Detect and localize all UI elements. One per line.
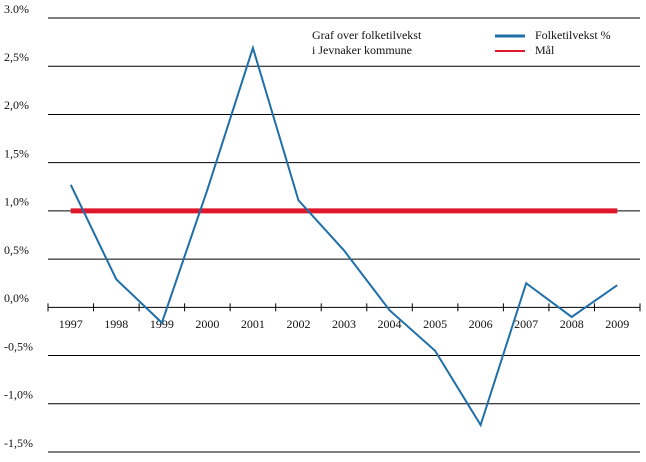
x-tick-label: 2005	[423, 317, 447, 331]
x-tick-label: 1997	[59, 317, 83, 331]
series-line	[69, 44, 618, 428]
y-tick-label: 3.0%	[4, 2, 29, 16]
legend-label: Mål	[535, 43, 555, 57]
x-tick-label: 2008	[560, 317, 584, 331]
x-tick-label: 2007	[514, 317, 538, 331]
y-tick-label: 2,0%	[4, 98, 29, 112]
x-tick-label: 2003	[332, 317, 356, 331]
y-tick-label: 1,0%	[4, 195, 29, 209]
x-tick-label: 2002	[286, 317, 310, 331]
annotation: i Jevnaker kommune	[312, 43, 412, 57]
y-tick-label: 0,5%	[4, 243, 29, 257]
x-tick-label: 1998	[104, 317, 128, 331]
x-tick-label: 2001	[241, 317, 265, 331]
y-tick-label: 1,5%	[4, 146, 29, 160]
y-tick-label: -1,0%	[4, 388, 33, 402]
legend-label: Folketilvekst %	[535, 28, 611, 42]
y-tick-label: -1,5%	[4, 436, 33, 450]
x-tick-label: 2004	[378, 317, 402, 331]
x-tick-label: 2006	[469, 317, 493, 331]
y-tick-label: 2,5%	[4, 50, 29, 64]
annotation: Graf over folketilvekst	[312, 28, 422, 42]
x-tick-label: 2009	[605, 317, 629, 331]
y-tick-label: -0,5%	[4, 339, 33, 353]
y-tick-label: 0,0%	[4, 291, 29, 305]
x-tick-label: 2000	[195, 317, 219, 331]
